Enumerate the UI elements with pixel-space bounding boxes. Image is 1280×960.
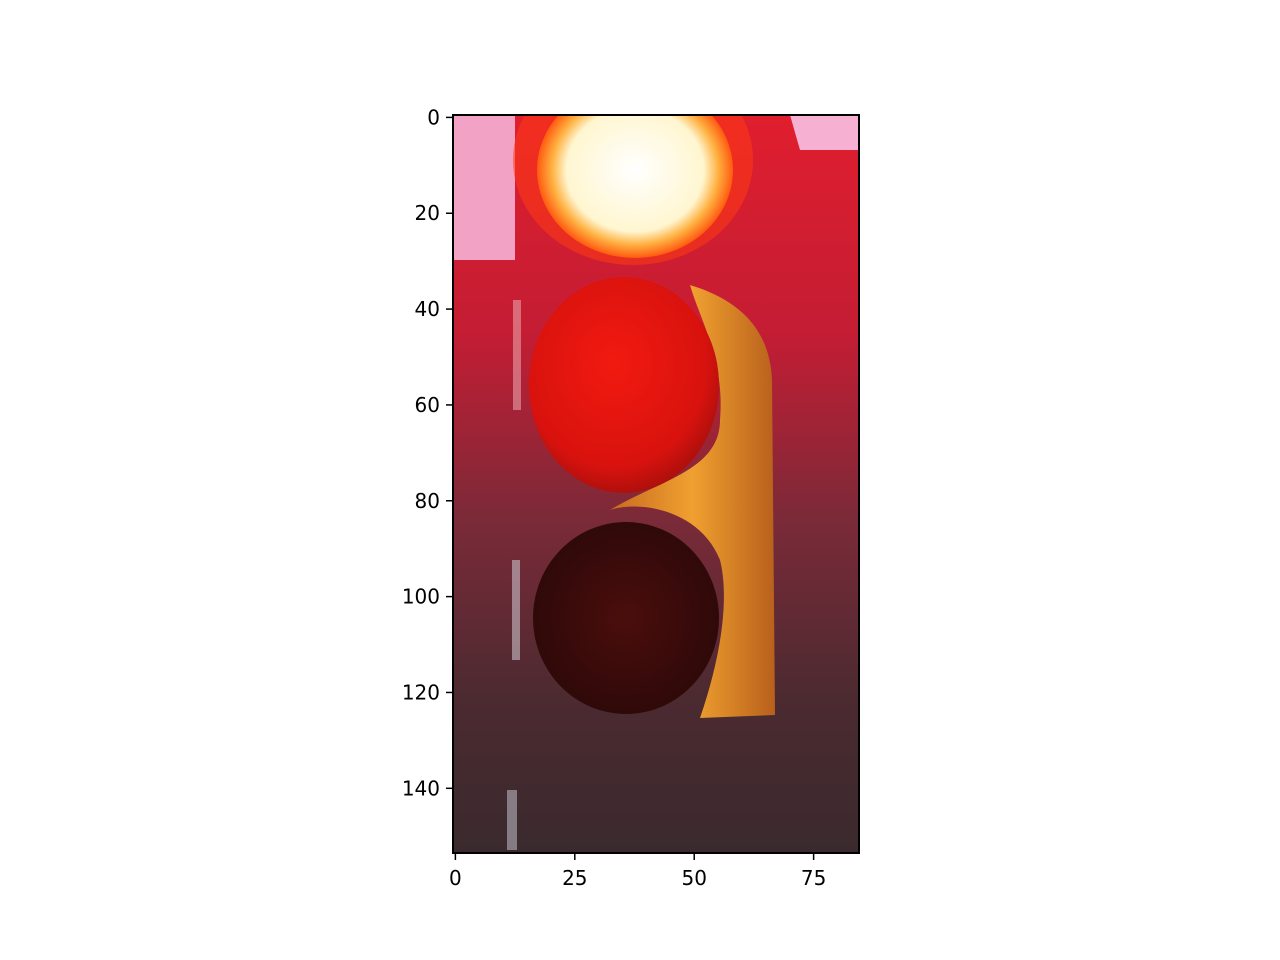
x-tick-label: 50 xyxy=(681,866,706,890)
pink-patch-right xyxy=(790,115,859,150)
y-axis: 0 20 40 60 80 100 120 140 xyxy=(402,105,453,800)
pole-highlight-lower xyxy=(512,560,520,660)
bottom-lamp xyxy=(533,522,719,714)
x-tick-label: 25 xyxy=(562,866,587,890)
axes-frame xyxy=(452,114,860,854)
pole-highlight-bottom xyxy=(507,790,517,850)
middle-lamp xyxy=(529,277,719,493)
housing-glow xyxy=(610,285,775,718)
y-tick-label: 60 xyxy=(415,393,440,417)
y-tick-label: 40 xyxy=(415,297,440,321)
top-lamp xyxy=(537,115,733,258)
pole-highlight-upper xyxy=(513,300,521,410)
image-area xyxy=(453,115,859,853)
y-tick-label: 120 xyxy=(402,680,440,704)
y-tick-label: 80 xyxy=(415,489,440,513)
y-tick-label: 100 xyxy=(402,585,440,609)
y-tick-label: 0 xyxy=(427,105,440,129)
x-tick-label: 75 xyxy=(801,866,826,890)
y-tick-label: 20 xyxy=(415,201,440,225)
x-tick-label: 0 xyxy=(449,866,462,890)
y-tick-label: 140 xyxy=(402,776,440,800)
pink-patch-left xyxy=(453,115,515,260)
x-axis: 0 25 50 75 xyxy=(449,853,826,890)
